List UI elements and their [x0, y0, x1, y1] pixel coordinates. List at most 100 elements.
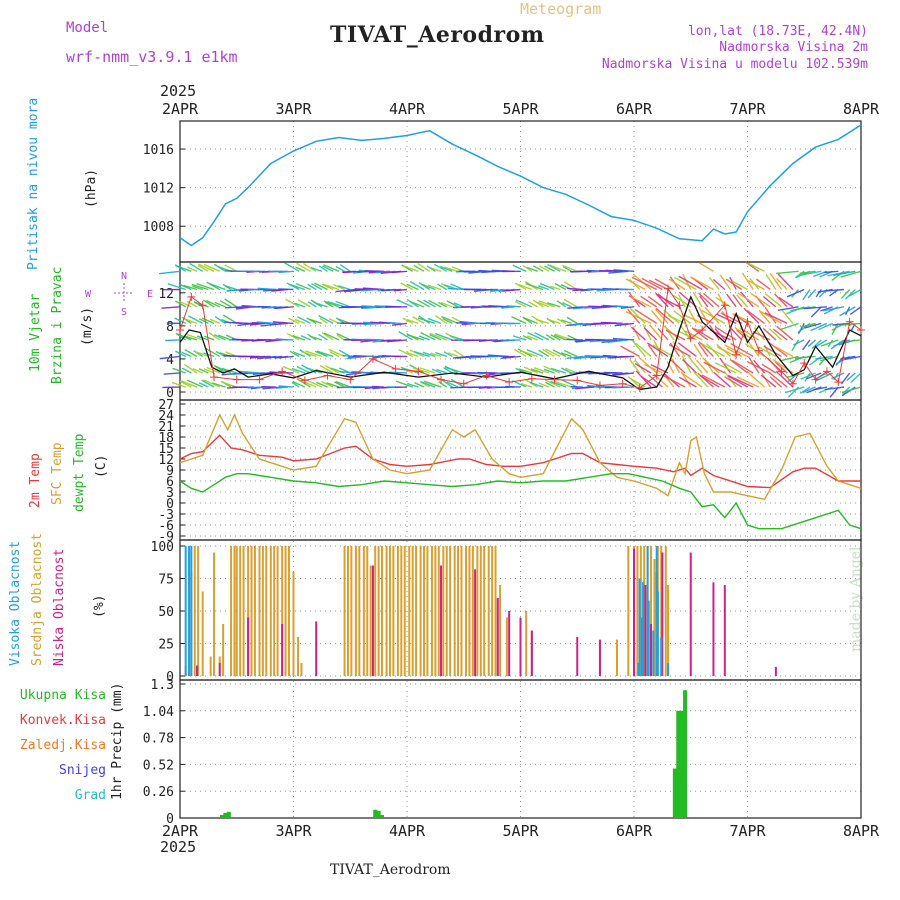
wind-arrow: [265, 355, 283, 359]
wind-arrow: [522, 264, 533, 272]
wind-arrow: [354, 288, 373, 291]
wind-arrow: [815, 289, 822, 298]
wind-arrow: [553, 334, 567, 341]
wind-arrow: [648, 279, 669, 291]
wind-arrow: [631, 276, 658, 291]
wind-arrow: [807, 289, 817, 299]
y-tick-label: -6: [158, 519, 174, 534]
wind-arrow: [435, 333, 453, 341]
wind-arrow: [759, 311, 771, 324]
wind-arrow: [538, 300, 555, 308]
wind-arrow: [542, 348, 555, 358]
wind-arrow: [800, 322, 816, 328]
wind-arrow: [265, 339, 283, 343]
wind-arrow: [729, 358, 748, 374]
wind-arrow: [463, 270, 481, 273]
wind-arrow: [727, 374, 754, 388]
wind-arrow: [795, 355, 816, 359]
wind-arrow: [562, 302, 572, 308]
wind-arrow: [761, 363, 777, 374]
wind-arrow: [217, 334, 232, 341]
wind-arrow: [319, 317, 328, 324]
y-tick-label: 12: [158, 453, 174, 468]
wind-arrow: [305, 367, 323, 374]
wind-arrow: [813, 386, 828, 391]
wind-arrow: [760, 374, 777, 388]
wind-arrow: [488, 305, 510, 308]
wind-arrow: [549, 264, 567, 272]
wind-arrow: [501, 306, 515, 309]
wind-arrow: [172, 367, 186, 374]
wind-arrow: [362, 287, 385, 291]
wind-arrow: [520, 382, 533, 388]
wind-arrow: [329, 350, 340, 358]
wind-gust-marker: [788, 379, 797, 388]
wind-arrow: [732, 294, 743, 308]
wind-gust-marker: [176, 326, 184, 334]
wind-arrow: [429, 333, 442, 341]
wind-arrow: [181, 351, 192, 358]
wind-arrow: [801, 270, 822, 276]
wind-arrow: [780, 322, 799, 331]
wind-arrow: [192, 285, 203, 291]
x-tick-label-top: 2APR: [162, 100, 199, 118]
wind-gust-marker: [414, 367, 423, 376]
wind-arrow: [235, 306, 249, 309]
wind-arrow: [428, 299, 442, 308]
wind-arrow: [668, 344, 692, 358]
wind-arrow: [360, 288, 379, 292]
wind-arrow: [784, 386, 805, 394]
precip-bar: [226, 811, 231, 818]
wind-arrow: [409, 349, 425, 358]
wind-arrow: [443, 351, 453, 358]
wind-arrow: [747, 262, 765, 272]
wind-arrow: [818, 322, 833, 331]
wind-arrow: [725, 278, 743, 291]
wind-arrow: [800, 386, 811, 394]
wind-arrow: [726, 293, 737, 308]
wind-arrow: [289, 283, 306, 291]
wind-arrow: [406, 283, 419, 291]
wind-arrow: [512, 335, 527, 341]
wind-arrow: [553, 380, 572, 388]
wind-arrow: [191, 283, 209, 291]
wind-arrow: [552, 349, 567, 358]
wind-arrow: [737, 292, 760, 308]
wind-arrow: [602, 354, 618, 358]
wind-arrow: [431, 368, 442, 374]
wind-arrow: [441, 302, 453, 308]
wind-arrow: [224, 298, 238, 308]
wind-arrow: [562, 264, 578, 272]
wind-arrow: [270, 322, 288, 326]
wind-arrow: [502, 288, 521, 292]
precip-bar: [376, 810, 381, 818]
wind-arrow: [506, 305, 521, 308]
wind-arrow: [318, 333, 328, 341]
wind-gust-marker: [187, 292, 196, 301]
wind-arrow: [335, 380, 351, 388]
wind-arrow: [731, 359, 754, 374]
wind-arrow: [186, 379, 203, 388]
wind-arrow: [159, 270, 181, 275]
wind-arrow: [538, 285, 550, 291]
wind-gust-marker: [732, 350, 741, 359]
wind-arrow: [203, 263, 221, 272]
wind-arrow: [284, 262, 300, 272]
wind-arrow: [647, 295, 663, 308]
wind-arrow: [398, 348, 413, 358]
wind-arrow: [605, 269, 623, 273]
wind-gust-marker: [664, 284, 673, 293]
wind-arrow: [765, 293, 782, 308]
wind-arrow: [209, 318, 221, 325]
wind-arrow: [575, 386, 595, 390]
y-tick-label: 0.78: [143, 732, 174, 747]
wind-arrow: [600, 321, 623, 325]
wind-arrow: [203, 379, 221, 388]
wind-arrow: [564, 367, 578, 374]
y-tick-label: 15: [158, 442, 174, 457]
wind-arrow: [566, 316, 578, 324]
wind-arrow: [429, 332, 447, 341]
wind-arrow: [189, 262, 204, 272]
wind-arrow: [682, 359, 697, 374]
wind-arrow: [748, 279, 765, 291]
